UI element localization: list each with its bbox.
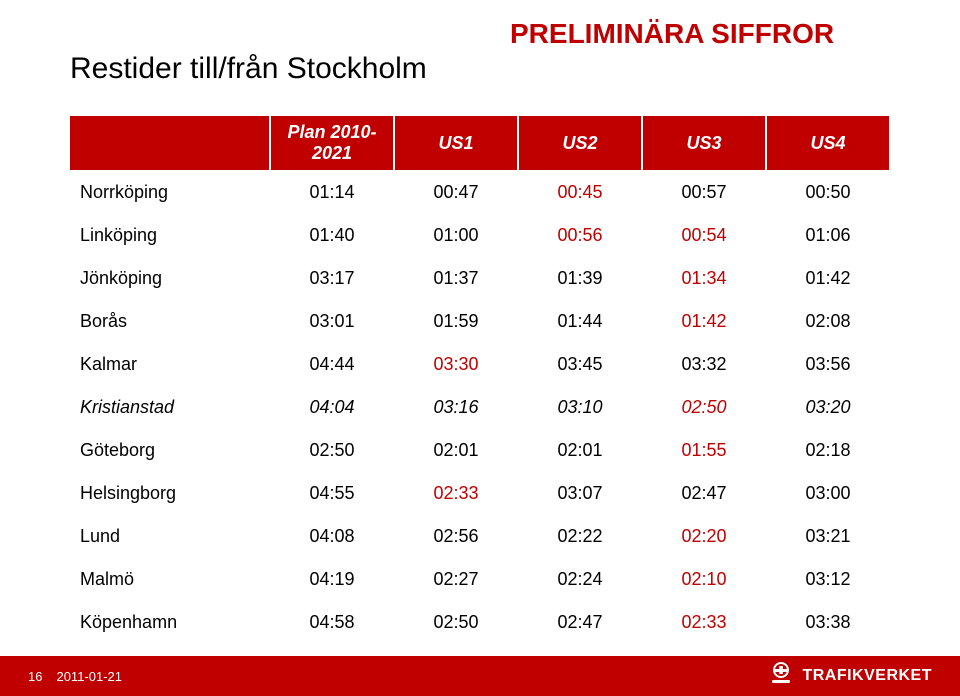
cell-value: 01:42 (642, 299, 766, 342)
cell-value: 04:08 (270, 514, 394, 557)
cell-value: 00:47 (394, 170, 518, 213)
table-header-row: Plan 2010-2021 US1 US2 US3 US4 (70, 116, 890, 170)
row-label: Norrköping (70, 170, 270, 213)
row-label: Borås (70, 299, 270, 342)
cell-value: 02:08 (766, 299, 890, 342)
cell-value: 04:04 (270, 385, 394, 428)
cell-value: 01:55 (642, 428, 766, 471)
cell-value: 02:50 (270, 428, 394, 471)
cell-value: 00:45 (518, 170, 642, 213)
col-header-us4: US4 (766, 116, 890, 170)
table-row: Lund04:0802:5602:2202:2003:21 (70, 514, 890, 557)
cell-value: 02:27 (394, 557, 518, 600)
cell-value: 02:10 (642, 557, 766, 600)
cell-value: 02:24 (518, 557, 642, 600)
col-header-plan: Plan 2010-2021 (270, 116, 394, 170)
footer-date: 2011-01-21 (56, 669, 122, 684)
cell-value: 00:56 (518, 213, 642, 256)
cell-value: 04:55 (270, 471, 394, 514)
cell-value: 02:47 (642, 471, 766, 514)
cell-value: 01:59 (394, 299, 518, 342)
cell-value: 02:33 (642, 600, 766, 643)
cell-value: 01:44 (518, 299, 642, 342)
col-header-city (70, 116, 270, 170)
table-row: Linköping01:4001:0000:5600:5401:06 (70, 213, 890, 256)
col-header-us2: US2 (518, 116, 642, 170)
cell-value: 03:17 (270, 256, 394, 299)
cell-value: 03:30 (394, 342, 518, 385)
page-title: Restider till/från Stockholm (70, 52, 427, 86)
table-row: Göteborg02:5002:0102:0101:5502:18 (70, 428, 890, 471)
cell-value: 02:33 (394, 471, 518, 514)
cell-value: 02:47 (518, 600, 642, 643)
preliminary-label: PRELIMINÄRA SIFFROR (510, 18, 834, 50)
row-label: Kristianstad (70, 385, 270, 428)
brand-logo: TRAFIKVERKET (768, 662, 932, 691)
cell-value: 01:40 (270, 213, 394, 256)
row-label: Lund (70, 514, 270, 557)
table-row: Norrköping01:1400:4700:4500:5700:50 (70, 170, 890, 213)
cell-value: 03:45 (518, 342, 642, 385)
trafikverket-icon (768, 662, 794, 691)
brand-name: TRAFIKVERKET (802, 667, 932, 685)
cell-value: 01:34 (642, 256, 766, 299)
col-header-us3: US3 (642, 116, 766, 170)
cell-value: 04:19 (270, 557, 394, 600)
row-label: Jönköping (70, 256, 270, 299)
cell-value: 03:00 (766, 471, 890, 514)
cell-value: 03:32 (642, 342, 766, 385)
cell-value: 02:18 (766, 428, 890, 471)
table-row: Kalmar04:4403:3003:4503:3203:56 (70, 342, 890, 385)
cell-value: 00:54 (642, 213, 766, 256)
cell-value: 03:38 (766, 600, 890, 643)
cell-value: 02:20 (642, 514, 766, 557)
cell-value: 01:06 (766, 213, 890, 256)
cell-value: 00:50 (766, 170, 890, 213)
table-row: Borås03:0101:5901:4401:4202:08 (70, 299, 890, 342)
cell-value: 02:50 (394, 600, 518, 643)
cell-value: 01:14 (270, 170, 394, 213)
cell-value: 03:01 (270, 299, 394, 342)
footer-page-number: 16 (28, 669, 42, 684)
table-row: Malmö04:1902:2702:2402:1003:12 (70, 557, 890, 600)
row-label: Helsingborg (70, 471, 270, 514)
footer-bar: 16 2011-01-21 TRAFIKVERKET (0, 656, 960, 696)
table-row: Helsingborg04:5502:3303:0702:4703:00 (70, 471, 890, 514)
cell-value: 04:58 (270, 600, 394, 643)
table-row: Kristianstad04:0403:1603:1002:5003:20 (70, 385, 890, 428)
cell-value: 04:44 (270, 342, 394, 385)
cell-value: 02:50 (642, 385, 766, 428)
row-label: Göteborg (70, 428, 270, 471)
cell-value: 03:10 (518, 385, 642, 428)
cell-value: 02:01 (394, 428, 518, 471)
table-row: Jönköping03:1701:3701:3901:3401:42 (70, 256, 890, 299)
row-label: Malmö (70, 557, 270, 600)
cell-value: 03:56 (766, 342, 890, 385)
cell-value: 02:01 (518, 428, 642, 471)
cell-value: 03:20 (766, 385, 890, 428)
cell-value: 01:37 (394, 256, 518, 299)
cell-value: 02:22 (518, 514, 642, 557)
cell-value: 02:56 (394, 514, 518, 557)
row-label: Köpenhamn (70, 600, 270, 643)
cell-value: 03:16 (394, 385, 518, 428)
col-header-us1: US1 (394, 116, 518, 170)
cell-value: 00:57 (642, 170, 766, 213)
cell-value: 03:21 (766, 514, 890, 557)
row-label: Kalmar (70, 342, 270, 385)
cell-value: 03:12 (766, 557, 890, 600)
cell-value: 01:00 (394, 213, 518, 256)
row-label: Linköping (70, 213, 270, 256)
cell-value: 01:42 (766, 256, 890, 299)
cell-value: 03:07 (518, 471, 642, 514)
travel-times-table: Plan 2010-2021 US1 US2 US3 US4 Norrköpin… (70, 116, 890, 643)
table-row: Köpenhamn04:5802:5002:4702:3303:38 (70, 600, 890, 643)
cell-value: 01:39 (518, 256, 642, 299)
